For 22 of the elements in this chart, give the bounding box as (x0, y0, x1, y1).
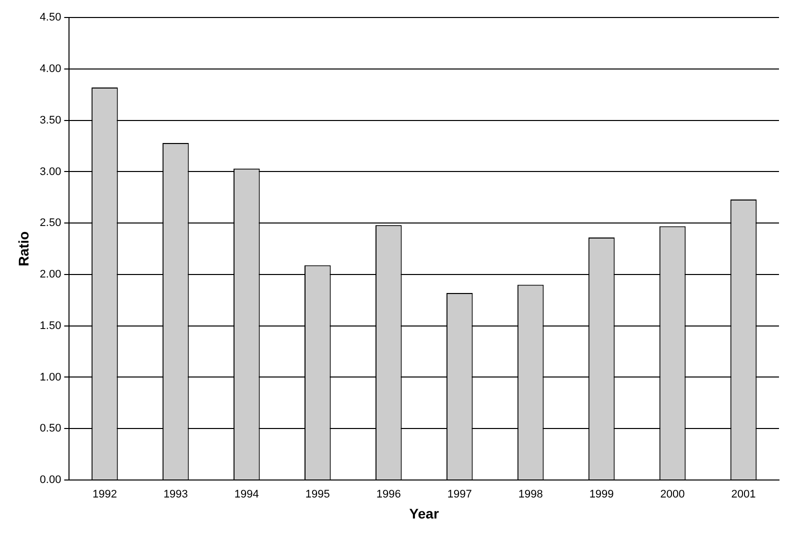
x-tick-label: 1993 (163, 488, 188, 501)
x-tick-label: 1996 (376, 488, 401, 501)
y-tick-label: 3.50 (40, 114, 62, 126)
x-axis-title: Year (409, 505, 440, 522)
x-tick-label: 1999 (589, 488, 614, 501)
y-tick-label: 4.00 (40, 63, 62, 76)
y-tick-label: 2.00 (40, 268, 62, 281)
y-tick-label: 1.00 (40, 371, 62, 384)
x-tick-label: 1998 (518, 488, 543, 501)
y-tick-label: 0.50 (40, 422, 62, 435)
y-axis-title: Ratio (15, 231, 32, 266)
x-tick-label: 1995 (305, 488, 330, 501)
x-tick-label: 2000 (660, 488, 685, 501)
x-tick-label: 1992 (92, 488, 117, 501)
y-tick-label: 0.00 (40, 474, 62, 486)
x-tick-label: 2001 (731, 488, 756, 501)
y-tick-label: 4.50 (40, 12, 62, 24)
x-tick-label: 1997 (447, 488, 472, 501)
y-tick-label: 2.50 (40, 217, 62, 230)
x-tick-label: 1994 (234, 488, 259, 501)
y-tick-label: 3.00 (40, 166, 62, 178)
y-tick-label: 1.50 (40, 320, 62, 332)
